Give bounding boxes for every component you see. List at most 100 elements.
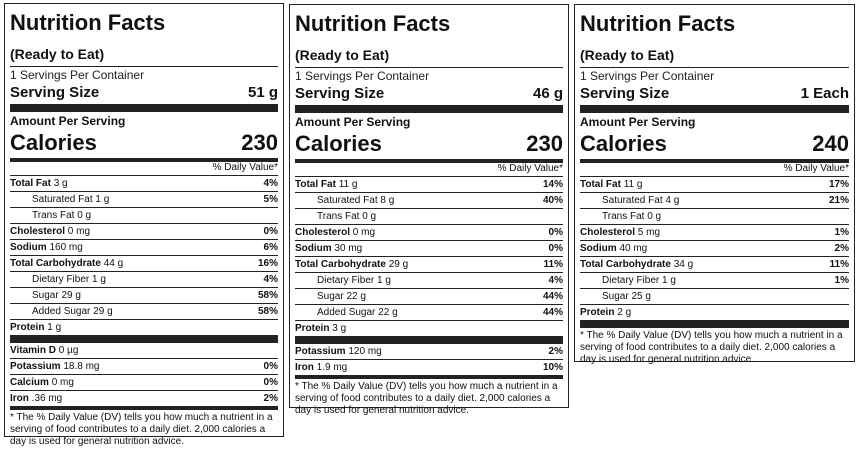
nutrient-amount: 30 mg — [334, 243, 363, 254]
nutrient-dv: 0% — [263, 377, 278, 388]
nutrient-name: Saturated Fat — [32, 194, 93, 205]
nutrient-row-iron: Iron .36 mg 2% — [10, 391, 278, 410]
nutrient-name: Trans Fat — [602, 211, 645, 222]
nutrient-row-total-carbohydrate: Total Carbohydrate 29 g 11% — [295, 257, 563, 273]
nutrient-dv: 0% — [263, 226, 278, 237]
nutrient-amount: 0 mg — [51, 377, 74, 388]
panel-title: Nutrition Facts — [295, 11, 451, 36]
nutrient-row-dietary-fiber: Dietary Fiber 1 g 4% — [10, 272, 278, 288]
nutrient-name: Cholesterol — [295, 227, 351, 238]
nutrient-dv: 40% — [542, 195, 563, 206]
nutrient-amount: 5 mg — [637, 227, 661, 238]
nutrient-row-calcium: Calcium 0 mg 0% — [10, 375, 278, 391]
nutrient-row-sodium: Sodium 160 mg 6% — [10, 240, 278, 256]
nutrient-row-saturated-fat: Saturated Fat 8 g 40% — [295, 193, 563, 209]
nutrient-amount: 1 g — [662, 275, 676, 286]
calories-row: Calories 230 — [295, 131, 563, 163]
nutrient-name: Vitamin D — [10, 345, 56, 356]
nutrient-dv: 1% — [834, 275, 849, 286]
thick-divider — [295, 105, 563, 113]
nutrient-amount: 8 g — [380, 195, 395, 206]
nutrient-amount: 1 g — [47, 322, 62, 333]
nutrient-amount: 0 g — [77, 210, 92, 221]
nutrient-row-iron: Iron 1.9 mg 10% — [295, 360, 563, 379]
nutrient-amount: 11 g — [338, 179, 358, 190]
nutrient-row-potassium: Potassium 120 mg 2% — [295, 344, 563, 360]
nutrient-amount: 1 g — [95, 194, 110, 205]
nutrient-amount: 34 g — [673, 259, 694, 270]
nutrient-row-trans-fat: Trans Fat 0 g — [10, 208, 278, 224]
nutrient-amount: 25 g — [631, 291, 651, 302]
nutrient-row-cholesterol: Cholesterol 0 mg 0% — [295, 225, 563, 241]
nutrient-name: Sugar — [32, 290, 59, 301]
nutrient-row-added-sugar: Added Sugar 29 g 58% — [10, 304, 278, 320]
nutrient-row-vitamin-d: Vitamin D 0 µg — [10, 343, 278, 359]
nutrient-dv: 11% — [543, 259, 563, 270]
nutrient-row-sodium: Sodium 30 mg 0% — [295, 241, 563, 257]
calories-row: Calories 240 — [580, 131, 849, 163]
servings-per-container: 1 Servings Per Container — [10, 66, 278, 82]
nutrient-row-protein: Protein 2 g — [580, 305, 849, 328]
nutrient-amount: 29 g — [61, 290, 81, 301]
serving-size-row: Serving Size 1 Each — [580, 85, 849, 103]
nutrient-row-trans-fat: Trans Fat 0 g — [580, 209, 849, 225]
panel-subtitle: (Ready to Eat) — [10, 46, 105, 62]
nutrient-row-added-sugar: Added Sugar 22 g 44% — [295, 305, 563, 321]
panel-subtitle: (Ready to Eat) — [580, 47, 675, 63]
nutrient-row-sugar: Sugar 22 g 44% — [295, 289, 563, 305]
serving-size-value: 1 Each — [800, 85, 849, 102]
nutrient-amount: 29 g — [93, 306, 113, 317]
thick-divider — [580, 105, 849, 113]
thick-divider — [10, 104, 278, 112]
daily-value-header: % Daily Value* — [580, 163, 849, 177]
daily-value-header: % Daily Value* — [10, 162, 278, 176]
nutrient-amount: 22 g — [346, 291, 366, 302]
nutrient-amount: 18.8 mg — [63, 361, 100, 372]
nutrient-name: Dietary Fiber — [317, 275, 375, 286]
nutrition-panel-1: Nutrition Facts (Ready to Eat) 1 Serving… — [4, 3, 284, 447]
panel-subtitle: (Ready to Eat) — [295, 47, 390, 63]
nutrient-row-protein: Protein 1 g — [10, 320, 278, 343]
nutrient-amount: 1.9 mg — [316, 362, 348, 373]
serving-size-row: Serving Size 51 g — [10, 84, 278, 102]
nutrient-dv: 16% — [257, 258, 278, 269]
nutrient-row-dietary-fiber: Dietary Fiber 1 g 4% — [295, 273, 563, 289]
nutrient-dv: 10% — [542, 362, 563, 373]
nutrient-name: Total Fat — [10, 178, 51, 189]
nutrient-amount: 40 mg — [619, 243, 648, 254]
serving-size-value: 51 g — [247, 84, 278, 101]
serving-size-value: 46 g — [532, 85, 563, 102]
amount-per-serving: Amount Per Serving — [580, 115, 696, 129]
nutrient-amount: 22 g — [378, 307, 398, 318]
nutrient-dv: 2% — [548, 346, 563, 357]
nutrient-row-trans-fat: Trans Fat 0 g — [295, 209, 563, 225]
serving-size-row: Serving Size 46 g — [295, 85, 563, 103]
daily-value-footnote: * The % Daily Value (DV) tells you how m… — [10, 412, 273, 447]
nutrient-amount: 1 g — [92, 274, 106, 285]
nutrient-row-protein: Protein 3 g — [295, 321, 563, 344]
nutrient-amount: 0 µg — [58, 345, 79, 356]
nutrient-amount: 120 mg — [348, 346, 382, 357]
nutrient-row-cholesterol: Cholesterol 0 mg 0% — [10, 224, 278, 240]
nutrient-name: Sodium — [295, 243, 332, 254]
servings-per-container: 1 Servings Per Container — [580, 67, 849, 83]
nutrient-amount: 11 g — [623, 179, 643, 190]
serving-size-label: Serving Size — [10, 84, 100, 101]
nutrient-amount: 160 mg — [49, 242, 83, 253]
nutrient-dv: 5% — [263, 194, 278, 205]
nutrient-amount: 0 g — [362, 211, 377, 222]
nutrient-dv: 4% — [263, 178, 278, 189]
nutrient-name: Total Fat — [295, 179, 336, 190]
calories-value: 240 — [812, 131, 849, 156]
nutrient-name: Total Fat — [580, 179, 621, 190]
nutrient-dv: 44% — [542, 291, 563, 302]
nutrient-name: Protein — [295, 323, 330, 334]
nutrient-dv: 11% — [829, 259, 849, 270]
nutrient-amount: 1 g — [377, 275, 391, 286]
nutrient-row-sugar: Sugar 25 g — [580, 289, 849, 305]
nutrient-amount: 0 g — [647, 211, 662, 222]
calories-label: Calories — [10, 130, 97, 155]
nutrient-dv: 1% — [834, 227, 849, 238]
nutrient-dv: 44% — [542, 307, 563, 318]
nutrient-dv: 2% — [263, 393, 278, 404]
